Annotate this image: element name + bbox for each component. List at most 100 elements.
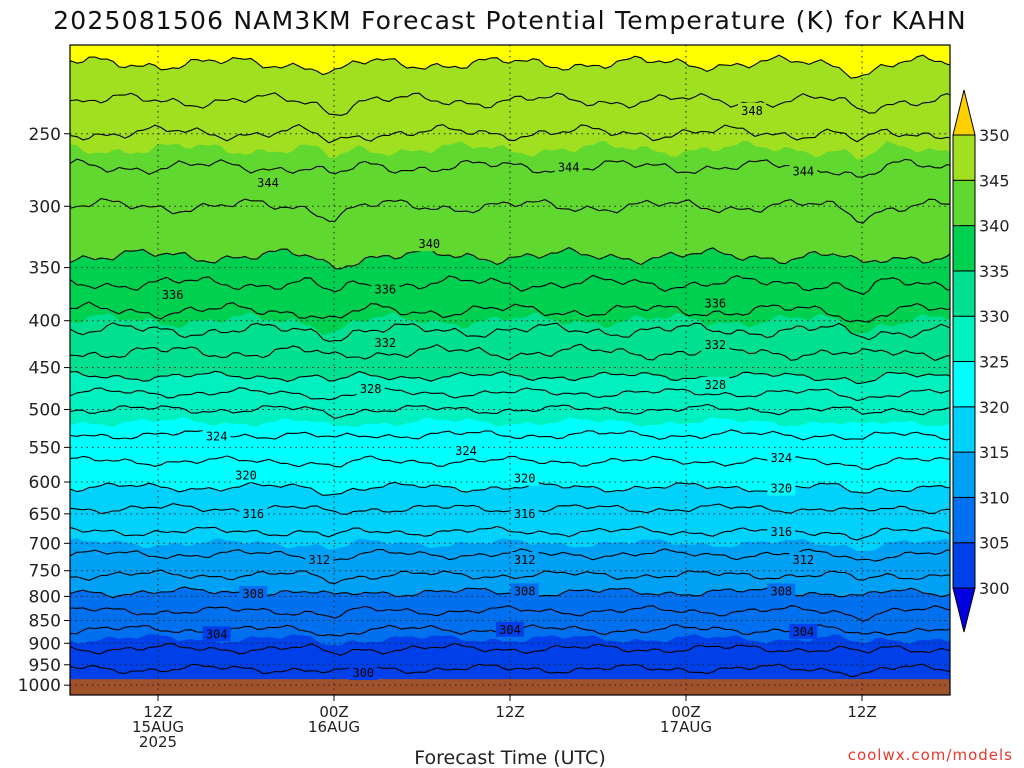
contour-336 — [70, 301, 950, 323]
colorbar-segment — [952, 179, 976, 227]
colorbar: 300 305 310 315 320 325 330 335 340 345 350 — [952, 89, 1010, 633]
contour-label: 336 — [158, 287, 187, 303]
colorbar-tick-label: 310 — [979, 488, 1010, 507]
contour-label: 324 — [202, 428, 231, 444]
svg-text:324: 324 — [455, 444, 477, 458]
contour-label: 304 — [496, 621, 524, 637]
svg-text:324: 324 — [206, 429, 228, 443]
colorbar-segment — [952, 134, 976, 181]
colorbar-tick-label: 300 — [979, 579, 1010, 598]
y-tick-label: 1000 — [18, 676, 61, 696]
svg-text:312: 312 — [792, 553, 814, 567]
contour-label: 320 — [510, 470, 539, 486]
svg-text:348: 348 — [741, 104, 763, 118]
contour-318 — [70, 503, 950, 515]
contour-308 — [70, 605, 950, 622]
band-345 — [70, 45, 950, 160]
svg-text:324: 324 — [770, 451, 792, 465]
svg-text:320: 320 — [514, 472, 536, 486]
contour-322 — [70, 455, 950, 470]
contour-332 — [70, 343, 950, 362]
colorbar-segment — [952, 315, 976, 363]
contour-labels: 348 344 344 344 340 336 336 336 332 332 328 328 324 3… — [158, 102, 818, 681]
x-tick-label: 12Z — [847, 703, 876, 721]
contour-label: 332 — [371, 334, 400, 350]
x-tick-label: 16AUG — [308, 718, 360, 736]
contour-label: 320 — [767, 480, 796, 496]
chart-title: 2025081506 NAM3KM Forecast Potential Tem… — [53, 6, 967, 35]
y-tick-label: 350 — [29, 259, 61, 279]
svg-text:308: 308 — [242, 587, 264, 601]
y-tick-label: 750 — [29, 562, 61, 582]
svg-text:304: 304 — [792, 625, 814, 639]
svg-text:312: 312 — [514, 553, 536, 567]
colorbar-bottom-arrow — [952, 587, 976, 633]
x-tick-label: 12Z — [143, 703, 172, 721]
colorbar-tick-label: 305 — [979, 534, 1010, 553]
svg-text:304: 304 — [206, 627, 228, 641]
colorbar-segment — [952, 542, 976, 589]
svg-text:304: 304 — [499, 623, 521, 637]
svg-text:336: 336 — [162, 288, 184, 302]
contour-label: 328 — [356, 381, 385, 397]
svg-text:344: 344 — [792, 165, 814, 179]
svg-text:332: 332 — [374, 336, 396, 350]
colorbar-tick-label: 345 — [979, 171, 1010, 190]
colorbar-segment — [952, 451, 976, 498]
svg-text:332: 332 — [704, 338, 726, 352]
contour-label: 312 — [510, 551, 539, 567]
contour-label: 308 — [510, 583, 539, 599]
contour-label: 324 — [767, 450, 796, 466]
contour-label: 344 — [554, 159, 583, 175]
y-tick-label: 500 — [29, 400, 61, 420]
x-tick-label: 2025 — [139, 733, 177, 751]
svg-text:316: 316 — [242, 507, 264, 521]
svg-text:336: 336 — [704, 296, 726, 310]
contour-320 — [70, 481, 950, 496]
grid-lines — [70, 45, 950, 695]
contour-302 — [70, 663, 950, 678]
y-tick-label: 900 — [29, 634, 61, 654]
contour-312 — [70, 569, 950, 585]
svg-text:316: 316 — [514, 507, 536, 521]
contour-348 — [70, 92, 950, 116]
contour-label: 332 — [701, 336, 730, 352]
contour-label: 320 — [232, 467, 260, 483]
terrain-fill — [70, 679, 950, 695]
colorbar-segment — [952, 361, 976, 408]
contour-310 — [70, 586, 950, 599]
contour-340 — [70, 246, 950, 270]
svg-text:328: 328 — [360, 382, 382, 396]
y-axis: 2503003504004505005506006507007508008509… — [18, 125, 70, 696]
contour-label: 308 — [239, 585, 268, 601]
colorbar-tick-label: 335 — [979, 262, 1010, 281]
contour-label: 336 — [371, 281, 400, 297]
contour-label: 304 — [202, 626, 231, 642]
x-axis-label: Forecast Time (UTC) — [414, 747, 605, 768]
y-tick-label: 850 — [29, 612, 61, 632]
colorbar-tick-label: 340 — [979, 217, 1010, 236]
colorbar-tick-label: 325 — [979, 353, 1010, 372]
svg-text:312: 312 — [308, 553, 330, 567]
y-tick-label: 300 — [29, 197, 61, 217]
x-tick-label: 17AUG — [660, 718, 712, 736]
svg-text:308: 308 — [770, 584, 792, 598]
y-tick-label: 400 — [29, 312, 61, 332]
contour-label: 344 — [254, 175, 282, 191]
y-tick-label: 600 — [29, 473, 61, 493]
contour-314 — [70, 548, 950, 562]
colorbar-tick-label: 350 — [979, 126, 1010, 145]
contour-326 — [70, 403, 950, 419]
contour-label: 304 — [789, 624, 818, 640]
colorbar-tick-label: 320 — [979, 398, 1010, 417]
terrain-surface — [70, 679, 950, 695]
contour-label: 324 — [452, 442, 480, 458]
svg-text:300: 300 — [352, 666, 374, 680]
contour-label: 336 — [701, 295, 730, 311]
contour-334 — [70, 322, 950, 342]
y-tick-label: 650 — [29, 505, 61, 525]
colorbar-tick-label: 330 — [979, 307, 1010, 326]
contour-label: 316 — [239, 505, 268, 521]
